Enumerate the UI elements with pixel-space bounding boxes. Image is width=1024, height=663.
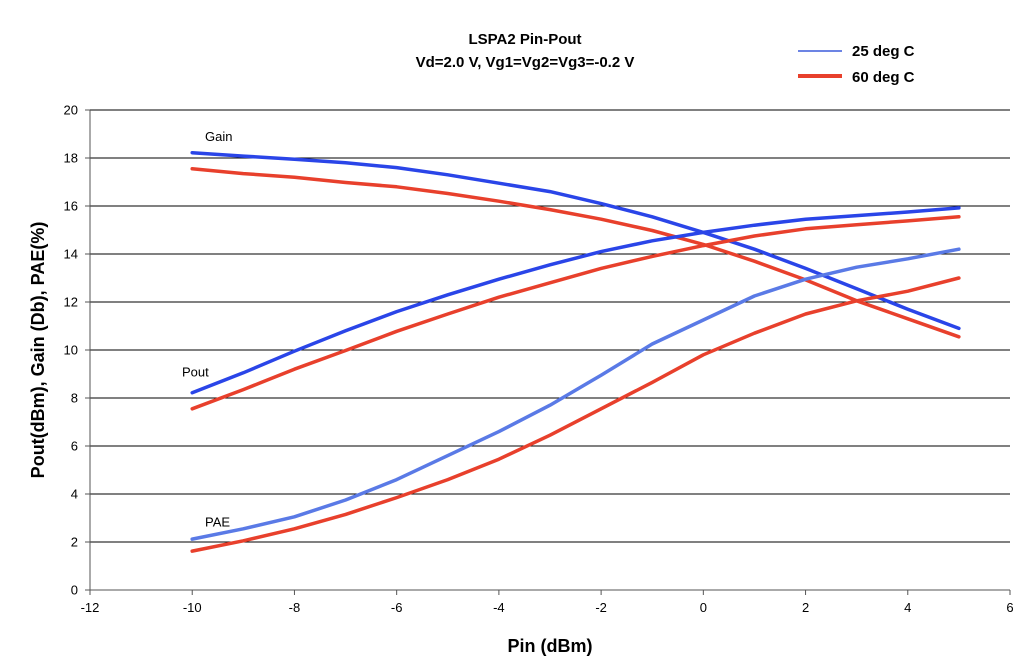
annotation-gain: Gain bbox=[205, 129, 232, 144]
x-tick-label: -10 bbox=[183, 600, 202, 615]
series-line-pout-60-deg-c bbox=[190, 215, 961, 411]
x-tick-label: 2 bbox=[802, 600, 809, 615]
x-tick-label: -6 bbox=[391, 600, 403, 615]
x-tick-label: -2 bbox=[595, 600, 607, 615]
y-tick-label: 6 bbox=[71, 439, 78, 454]
x-tick-label: 6 bbox=[1006, 600, 1013, 615]
y-tick-label: 2 bbox=[71, 535, 78, 550]
series-line-pae-60-deg-c bbox=[190, 276, 961, 553]
y-tick-label: 4 bbox=[71, 487, 78, 502]
series-line-pae-25-deg-c bbox=[190, 247, 961, 541]
chart-title: LSPA2 Pin-Pout bbox=[468, 31, 581, 48]
y-tick-label: 20 bbox=[64, 103, 78, 118]
y-tick-label: 16 bbox=[64, 199, 78, 214]
y-tick-label: 12 bbox=[64, 295, 78, 310]
grid-lines bbox=[90, 109, 1010, 543]
series-line-gain-60-deg-c bbox=[190, 167, 961, 339]
annotation-pae: PAE bbox=[205, 514, 230, 529]
y-tick-label: 18 bbox=[64, 151, 78, 166]
x-tick-label: -4 bbox=[493, 600, 505, 615]
chart-subtitle: Vd=2.0 V, Vg1=Vg2=Vg3=-0.2 V bbox=[416, 54, 635, 71]
series-lines bbox=[190, 150, 961, 553]
y-tick-label: 8 bbox=[71, 391, 78, 406]
legend-label-25-deg-c: 25 deg C bbox=[852, 43, 915, 60]
series-line-gain-25-deg-c bbox=[190, 150, 961, 331]
tick-marks: 0 2 4 6 8 10 12 14 16 18 20 -12 -10 -8 -6 -4 -2 0 2 4 6 bbox=[64, 103, 1014, 616]
x-tick-label: 0 bbox=[700, 600, 707, 615]
y-tick-label: 0 bbox=[71, 583, 78, 598]
y-tick-label: 14 bbox=[64, 247, 78, 262]
x-tick-label: 4 bbox=[904, 600, 911, 615]
annotation-pout: Pout bbox=[182, 364, 209, 379]
y-axis-title: Pout(dBm), Gain (Db), PAE(%) bbox=[28, 222, 48, 479]
legend-label-60-deg-c: 60 deg C bbox=[852, 69, 915, 86]
y-tick-label: 10 bbox=[64, 343, 78, 358]
x-axis-title: Pin (dBm) bbox=[508, 636, 593, 656]
x-tick-label: -12 bbox=[81, 600, 100, 615]
series-line-pout-25-deg-c bbox=[190, 206, 961, 395]
legend: 25 deg C 60 deg C bbox=[798, 43, 915, 86]
x-tick-label: -8 bbox=[289, 600, 301, 615]
curve-annotations: Gain Pout PAE bbox=[182, 129, 232, 529]
